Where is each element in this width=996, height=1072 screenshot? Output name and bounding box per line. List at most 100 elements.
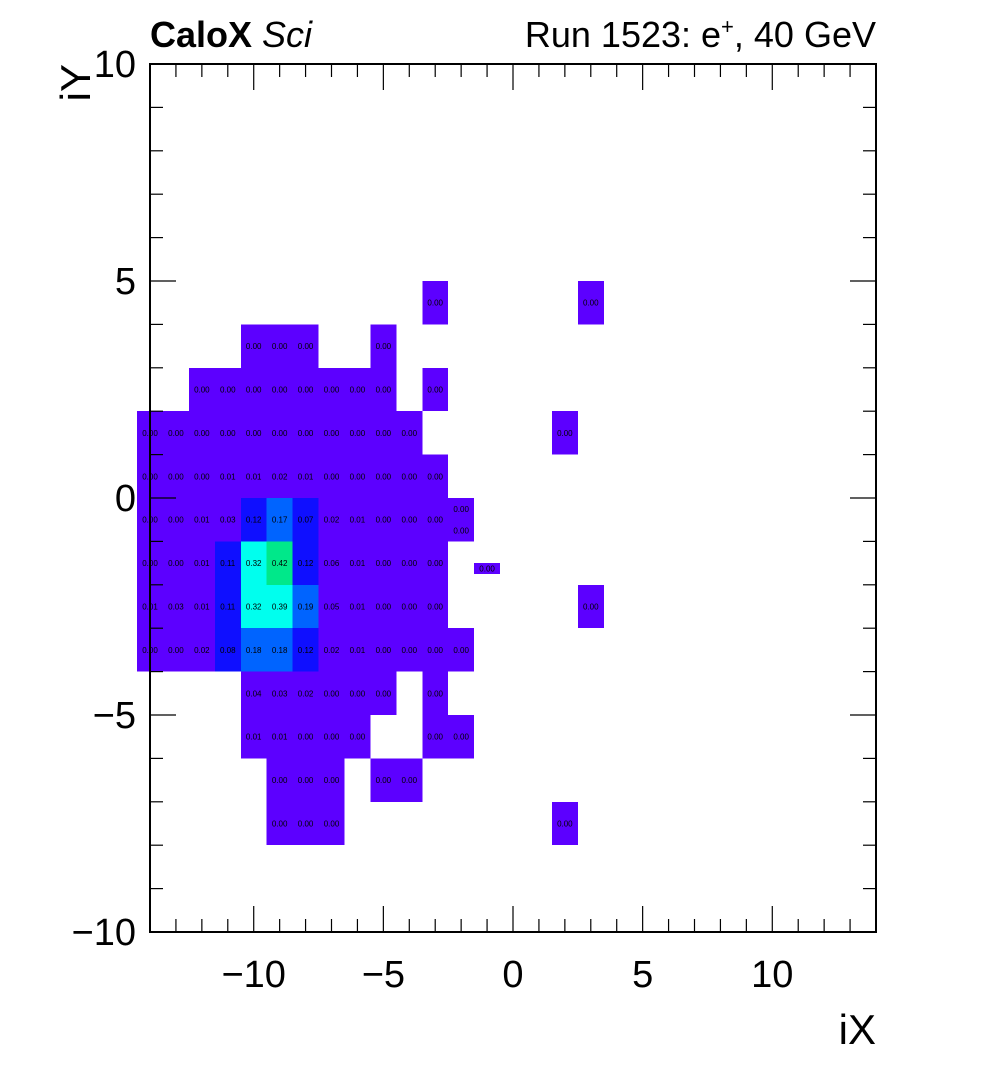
cell-value-label: 0.01 [220, 472, 236, 481]
detector-label: Sci [262, 14, 313, 55]
x-tick-label: 5 [632, 954, 653, 996]
heatmap-cell [188, 541, 215, 585]
heatmap-cell [292, 671, 319, 715]
heatmap-cell [214, 454, 241, 498]
heatmap-cell [240, 498, 267, 542]
cell-value-label: 0.00 [376, 689, 392, 698]
cell-value-label: 0.00 [324, 386, 340, 395]
cell-value-label: 0.00 [298, 386, 314, 395]
cell-value-label: 0.00 [401, 776, 417, 785]
cell-value-label: 0.06 [324, 559, 340, 568]
cell-value-label: 0.01 [246, 472, 262, 481]
chart-title-run: Run 1523: e+, 40 GeV [525, 14, 876, 56]
cell-value-label: 0.00 [324, 429, 340, 438]
cell-value-label: 0.00 [350, 689, 366, 698]
cell-value-label: 0.00 [401, 472, 417, 481]
cell-value-label: 0.01 [272, 733, 288, 742]
cell-value-label: 0.02 [298, 689, 314, 698]
heatmap-cell [344, 498, 371, 542]
run-suffix: , 40 GeV [733, 14, 876, 55]
cell-value-label: 0.00 [324, 820, 340, 829]
cell-value-label: 0.00 [350, 733, 366, 742]
heatmap-cell [240, 671, 267, 715]
cell-value-label: 0.00 [298, 733, 314, 742]
heatmap-cell [396, 498, 423, 542]
heatmap-cell [292, 367, 319, 412]
cell-value-label: 0.01 [298, 472, 314, 481]
x-axis-label: iX [839, 1006, 876, 1053]
cell-value-label: 0.00 [220, 429, 236, 438]
heatmap-cell [422, 671, 449, 715]
cell-value-label: 0.00 [194, 429, 210, 438]
cell-value-label: 0.18 [246, 646, 262, 655]
heatmap-cell [370, 411, 397, 455]
cell-value-label: 0.00 [298, 342, 314, 351]
heatmap-cell [344, 367, 371, 412]
cell-value-label: 0.00 [376, 516, 392, 525]
heatmap-cell [266, 671, 293, 715]
cell-value-label: 0.00 [324, 733, 340, 742]
heatmap-cell [318, 584, 345, 629]
cell-value-label: 0.42 [272, 559, 288, 568]
cell-value-label: 0.00 [220, 386, 236, 395]
cell-value-label: 0.00 [427, 472, 443, 481]
cell-value-label: 0.00 [298, 429, 314, 438]
heatmap-cell [448, 715, 475, 759]
heatmap-cell [292, 411, 319, 455]
heatmap-cell [266, 801, 293, 846]
heatmap-cell [162, 498, 189, 542]
axes: −10 −5 0 5 10 −10 −5 0 5 10 iX iY [52, 44, 877, 1053]
heatmap-cell [266, 367, 293, 412]
heatmap-cell [188, 584, 215, 629]
cell-value-label: 0.00 [168, 429, 184, 438]
heatmap-cell [266, 628, 293, 672]
cell-value-labels: 0.00 0.00 0.00 0.00 0.00 0.00 0.00 0.00 0.00 0.00… [142, 299, 599, 829]
cell-value-label: 0.00 [453, 733, 469, 742]
cell-value-label: 0.00 [168, 646, 184, 655]
heatmap-cell [292, 758, 319, 802]
heatmap-cell [162, 584, 189, 629]
heatmap-cell [318, 367, 345, 412]
cell-value-label: 0.01 [350, 516, 366, 525]
cell-value-label: 0.11 [220, 559, 236, 568]
heatmap-cell [266, 715, 293, 759]
cell-value-label: 0.00 [272, 776, 288, 785]
cell-value-label: 0.32 [246, 559, 262, 568]
cell-value-label: 0.39 [272, 603, 288, 612]
cell-value-label: 0.00 [272, 342, 288, 351]
heatmap-cell [344, 454, 371, 498]
cell-value-label: 0.00 [427, 646, 443, 655]
heatmap-cell [266, 454, 293, 498]
heatmap-cell [422, 498, 449, 542]
heatmap-cell [318, 801, 345, 846]
cell-value-label: 0.00 [324, 472, 340, 481]
cell-value-label: 0.01 [194, 603, 210, 612]
cell-value-label: 0.00 [272, 820, 288, 829]
cell-value-label: 0.00 [168, 559, 184, 568]
heatmap-cell [292, 454, 319, 498]
heatmap-cell [240, 454, 267, 498]
cell-value-label: 0.00 [401, 603, 417, 612]
cell-value-label: 0.17 [272, 516, 288, 525]
heatmap-cell [214, 411, 241, 455]
x-tick-label: −10 [221, 954, 285, 996]
heatmap-cell [214, 541, 241, 585]
heatmap-cell [266, 758, 293, 802]
heatmap-cell [551, 411, 578, 455]
heatmap-cell [370, 454, 397, 498]
heatmap-cell [240, 584, 267, 629]
heatmap-cell [344, 541, 371, 585]
x-tick-label: 0 [502, 954, 523, 996]
heatmap-cell [292, 801, 319, 846]
heatmap-cell [370, 541, 397, 585]
heatmap-cell [396, 454, 423, 498]
heatmap-cell [240, 411, 267, 455]
heatmap-cell [162, 411, 189, 455]
heatmap-cell [448, 519, 475, 542]
heatmap-cell [318, 715, 345, 759]
cell-value-label: 0.00 [376, 342, 392, 351]
cell-value-label: 0.00 [324, 776, 340, 785]
heatmap-cell [396, 628, 423, 672]
cell-value-label: 0.00 [272, 429, 288, 438]
